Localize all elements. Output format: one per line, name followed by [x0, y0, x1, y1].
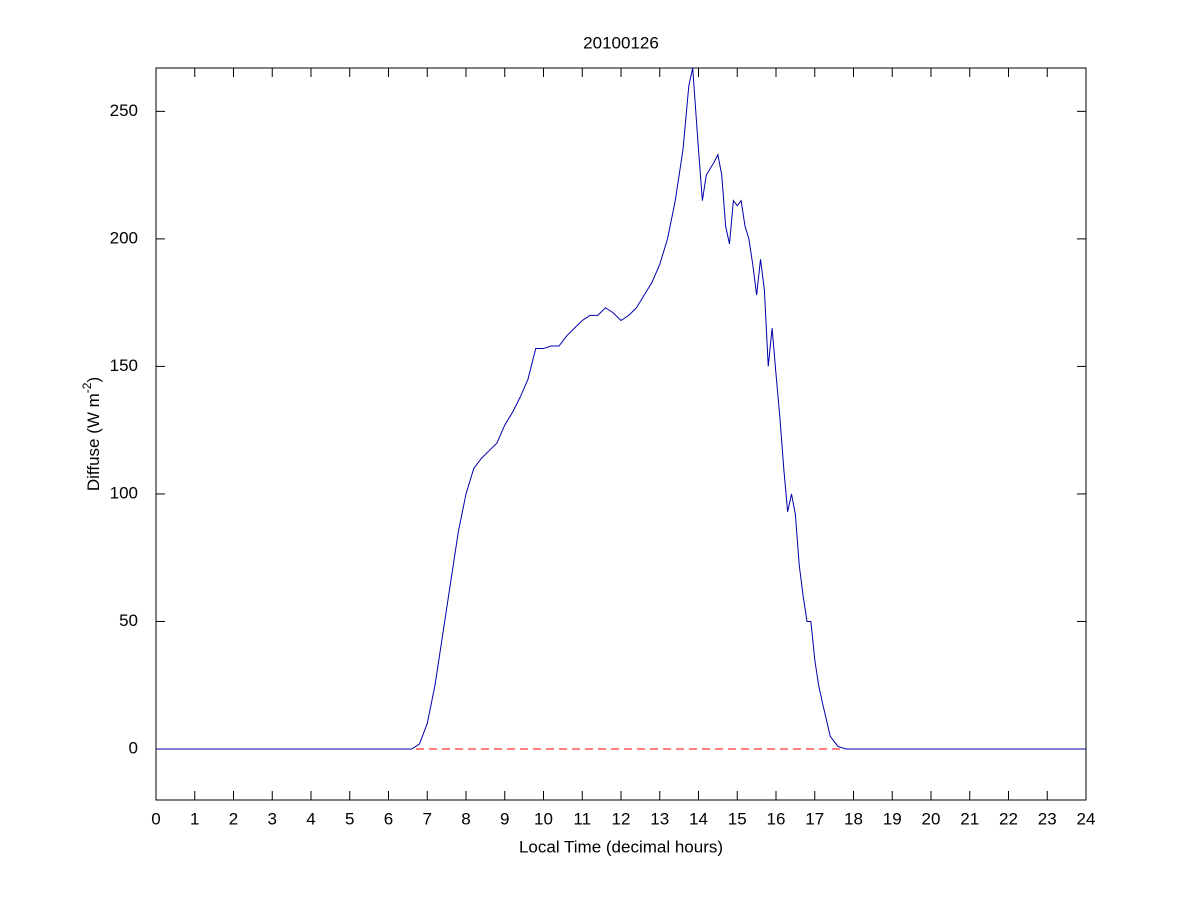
x-tick-label: 21 — [960, 809, 979, 828]
x-tick-label: 6 — [384, 809, 393, 828]
x-tick-label: 2 — [229, 809, 238, 828]
y-axis-label-suffix: ) — [84, 377, 103, 383]
x-tick-label: 20 — [922, 809, 941, 828]
x-tick-label: 9 — [500, 809, 509, 828]
x-tick-label: 1 — [190, 809, 199, 828]
x-tick-label: 16 — [767, 809, 786, 828]
x-tick-label: 0 — [151, 809, 160, 828]
chart-title: 20100126 — [583, 33, 659, 52]
x-tick-label: 13 — [650, 809, 669, 828]
y-tick-label: 0 — [129, 738, 138, 757]
x-tick-label: 15 — [728, 809, 747, 828]
x-tick-label: 18 — [844, 809, 863, 828]
plot-area — [155, 67, 1087, 801]
x-tick-label: 17 — [805, 809, 824, 828]
y-tick-label: 150 — [110, 356, 138, 375]
x-tick-label: 23 — [1038, 809, 1057, 828]
x-tick-label: 7 — [423, 809, 432, 828]
y-axis-label-text: Diffuse (W m — [84, 393, 103, 491]
y-tick-label: 200 — [110, 228, 138, 247]
x-tick-label: 14 — [689, 809, 708, 828]
x-tick-label: 11 — [573, 809, 591, 828]
y-tick-label: 250 — [110, 101, 138, 120]
x-tick-label: 19 — [883, 809, 902, 828]
x-tick-label: 4 — [306, 809, 315, 828]
y-axis-label: Diffuse (W m-2) — [80, 377, 103, 491]
y-tick-label: 100 — [110, 483, 138, 502]
data-line — [156, 67, 1086, 750]
x-tick-label: 5 — [345, 809, 354, 828]
x-tick-label: 10 — [534, 809, 553, 828]
y-tick-label: 50 — [119, 611, 138, 630]
x-tick-label: 3 — [268, 809, 277, 828]
x-tick-label: 24 — [1077, 809, 1096, 828]
y-axis-label-superscript: -2 — [80, 382, 94, 393]
x-tick-label: 12 — [612, 809, 631, 828]
x-tick-label: 22 — [999, 809, 1018, 828]
x-tick-label: 8 — [461, 809, 470, 828]
x-axis-label: Local Time (decimal hours) — [519, 837, 723, 856]
